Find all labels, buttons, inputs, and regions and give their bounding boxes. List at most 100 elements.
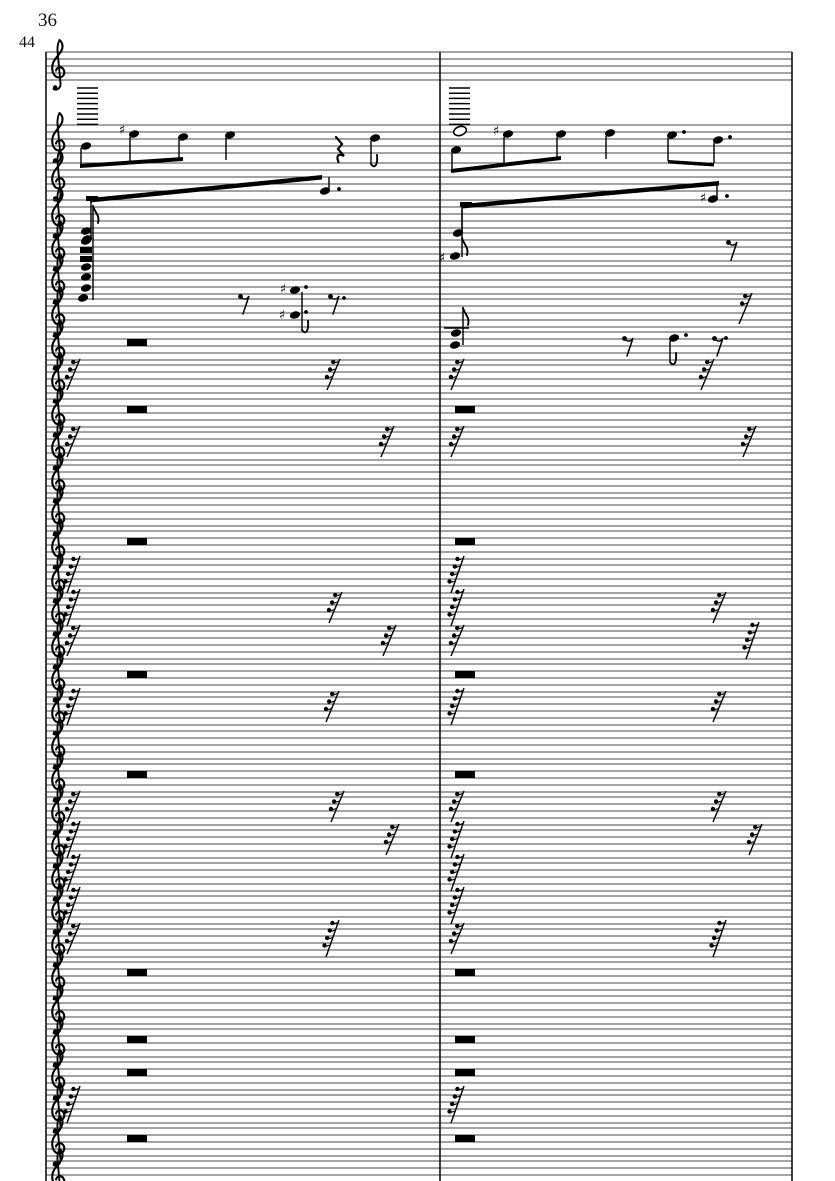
multi-rest-hook xyxy=(335,791,340,797)
multi-rest-hook xyxy=(328,806,334,812)
multi-rest-hook-tail xyxy=(702,375,707,379)
multi-rest-hook-tail xyxy=(456,1095,461,1098)
multi-rest-hook-tail xyxy=(333,921,339,925)
multi-rest-hook xyxy=(67,367,73,372)
multi-rest-slash xyxy=(700,358,715,391)
multi-rest-hook xyxy=(449,869,455,875)
multi-rest-hook-tail xyxy=(450,878,456,881)
multi-rest-hook-tail xyxy=(68,375,73,379)
multi-rest-hook-tail xyxy=(456,565,461,568)
multi-rest-hook-tail xyxy=(753,833,758,836)
multi-rest-slash xyxy=(328,591,343,624)
multi-rest-hook xyxy=(63,910,68,915)
multi-rest-hook-tail xyxy=(68,807,73,811)
multi-rest-hook-tail xyxy=(390,833,395,836)
multi-rest-hook-tail xyxy=(750,427,755,431)
multi-rest-hook xyxy=(747,426,752,432)
multi-rest-hook-tail xyxy=(458,924,463,928)
multi-rest-slash xyxy=(738,292,753,325)
multi-rest-hook-tail xyxy=(71,932,76,935)
measure-number-primary: 36 xyxy=(38,10,57,31)
augmentation-dot xyxy=(682,130,686,134)
multi-rest-hook-tail xyxy=(458,590,464,594)
multi-rest-hook xyxy=(326,607,332,613)
multi-rest-hook xyxy=(447,910,452,915)
multi-rest-hook-tail xyxy=(743,302,748,305)
notehead xyxy=(80,142,92,150)
multi-rest-hook xyxy=(386,832,392,837)
multi-rest-hook-tail xyxy=(458,427,463,431)
multi-rest-hook-tail xyxy=(720,593,725,597)
multi-rest-hook xyxy=(330,920,335,926)
multi-rest-hook xyxy=(698,374,704,380)
multi-rest-hook-tail xyxy=(66,911,72,914)
multi-rest-slash xyxy=(66,358,81,391)
multi-rest-hook-tail xyxy=(66,580,72,583)
multi-rest-slash xyxy=(385,823,400,856)
sharp-accidental: ♯ xyxy=(439,251,445,266)
multi-rest-hook-tail xyxy=(708,360,713,364)
multi-rest-hook-tail xyxy=(715,936,720,940)
multi-rest-hook-tail xyxy=(744,442,749,446)
multi-rest-hook xyxy=(447,1109,452,1114)
notehead xyxy=(707,195,719,203)
multi-rest-hook-tail xyxy=(66,878,72,881)
multi-rest-hook xyxy=(330,691,335,697)
multi-rest-hook-tail xyxy=(393,825,398,829)
multi-rest-hook xyxy=(67,799,73,804)
multi-rest-hook-tail xyxy=(450,613,456,616)
multi-rest-hook xyxy=(327,367,333,372)
beam xyxy=(451,156,561,173)
multi-rest-hook-tail xyxy=(714,608,719,612)
multi-rest-hook-tail xyxy=(332,807,337,811)
multi-rest-slash xyxy=(382,624,397,657)
multi-rest-slash xyxy=(66,922,81,955)
multi-rest-hook xyxy=(740,441,746,447)
augmentation-dot xyxy=(728,135,732,139)
notehead xyxy=(666,131,678,139)
multi-rest-hook-tail xyxy=(74,626,79,630)
multi-rest-hook-tail xyxy=(74,360,79,364)
multi-rest-slash xyxy=(712,591,727,624)
multi-rest-hook xyxy=(447,579,452,584)
notehead xyxy=(80,273,92,281)
multi-rest-hook-tail xyxy=(456,830,461,833)
sharp-accidental: ♯ xyxy=(700,191,706,206)
multi-rest-hook-tail xyxy=(384,641,389,645)
multi-rest-slash xyxy=(712,790,727,823)
multi-rest-slash xyxy=(450,555,465,594)
multi-rest-hook xyxy=(449,1101,455,1107)
multi-rest-hook xyxy=(447,844,452,849)
multi-rest-hook-tail xyxy=(456,697,461,700)
multi-rest-hook xyxy=(449,902,455,908)
multi-rest-hook xyxy=(749,832,755,837)
multi-rest-hook-tail xyxy=(717,601,722,604)
multi-rest-slash xyxy=(66,1085,81,1124)
multi-rest-hook xyxy=(743,293,748,299)
whole-measure-rest xyxy=(455,406,475,413)
multi-rest-slash xyxy=(450,687,465,726)
multi-rest-slash xyxy=(450,922,465,955)
multi-rest-hook xyxy=(455,589,460,595)
multi-rest-hook xyxy=(744,637,750,643)
multi-rest-hook-tail xyxy=(756,825,761,829)
multi-rest-hook xyxy=(71,556,76,562)
multi-rest-hook xyxy=(68,829,74,834)
multi-rest-hook-tail xyxy=(74,1087,80,1091)
augmentation-dot xyxy=(304,310,308,314)
multi-rest-hook-tail xyxy=(325,944,331,947)
multi-rest-hook xyxy=(387,625,392,631)
notehead xyxy=(80,284,92,292)
multi-rest-hook-tail xyxy=(450,580,456,583)
multi-rest-hook-tail xyxy=(69,704,74,708)
multi-rest-hook-tail xyxy=(68,939,73,943)
multi-rest-hook-tail xyxy=(750,840,755,844)
notehead xyxy=(289,311,301,319)
multi-rest-hook xyxy=(63,711,68,716)
multi-rest-hook xyxy=(390,824,395,830)
multi-rest-hook-tail xyxy=(71,634,76,637)
multi-rest-hook xyxy=(451,931,457,936)
multi-rest-hook-tail xyxy=(71,800,76,803)
multi-rest-hook-tail xyxy=(331,929,336,932)
